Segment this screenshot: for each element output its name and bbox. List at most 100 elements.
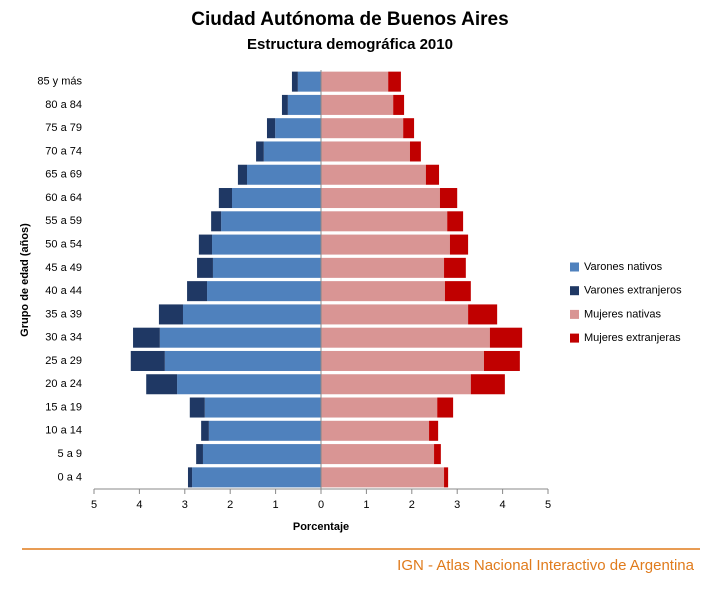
x-tick-label: 5 — [91, 499, 97, 511]
bar — [321, 234, 450, 255]
bar — [483, 350, 520, 371]
x-tick-label: 2 — [227, 499, 233, 511]
bar — [444, 281, 471, 302]
y-tick-label: 25 a 29 — [45, 355, 82, 367]
bar — [409, 141, 421, 162]
bar — [192, 467, 321, 488]
bar — [468, 304, 498, 325]
bar — [449, 234, 469, 255]
bar — [444, 257, 466, 278]
bar — [321, 350, 484, 371]
bar — [232, 188, 321, 209]
bar — [237, 164, 247, 185]
bar — [197, 257, 213, 278]
bar — [447, 211, 464, 232]
bar — [388, 71, 401, 92]
y-tick-label: 10 a 14 — [45, 425, 82, 437]
bar — [470, 374, 505, 395]
chart-title: Ciudad Autónoma de Buenos Aires — [191, 9, 508, 30]
bar — [321, 304, 469, 325]
chart-subtitle: Estructura demográfica 2010 — [247, 36, 453, 53]
bar — [187, 467, 193, 488]
bar — [189, 397, 205, 418]
y-tick-label: 30 a 34 — [45, 332, 82, 344]
legend-label: Varones extranjeros — [584, 285, 682, 297]
y-axis-title: Grupo de edad (años) — [19, 223, 31, 337]
x-tick-label: 5 — [545, 499, 551, 511]
bar — [393, 94, 405, 115]
bar — [321, 118, 404, 139]
bar — [321, 94, 394, 115]
bar — [208, 420, 321, 441]
bar — [321, 188, 440, 209]
bar — [321, 164, 426, 185]
bar — [159, 327, 321, 348]
bar — [439, 188, 458, 209]
bar — [321, 257, 445, 278]
bar — [177, 374, 321, 395]
y-tick-label: 85 y más — [37, 76, 82, 88]
bar — [246, 164, 321, 185]
bar — [403, 118, 415, 139]
bar — [321, 467, 445, 488]
bar — [204, 397, 321, 418]
legend-swatch — [570, 309, 579, 319]
x-axis-title: Porcentaje — [293, 521, 349, 533]
x-tick-label: 0 — [318, 499, 324, 511]
bar — [281, 94, 288, 115]
x-tick-label: 1 — [273, 499, 279, 511]
bar — [212, 234, 321, 255]
y-tick-label: 15 a 19 — [45, 401, 82, 413]
legend-swatch — [570, 286, 579, 296]
y-tick-label: 70 a 74 — [45, 145, 82, 157]
bar — [221, 211, 321, 232]
y-tick-label: 65 a 69 — [45, 169, 82, 181]
y-tick-label: 0 a 4 — [58, 471, 82, 483]
legend-swatch — [570, 333, 579, 343]
bar — [275, 118, 321, 139]
bar — [444, 467, 449, 488]
bar — [437, 397, 454, 418]
bar — [187, 281, 208, 302]
bar — [321, 327, 490, 348]
bar — [130, 350, 165, 371]
x-tick-label: 1 — [363, 499, 369, 511]
x-tick-label: 2 — [409, 499, 415, 511]
x-tick-label: 3 — [182, 499, 188, 511]
legend-label: Mujeres extranjeras — [584, 332, 681, 344]
bar — [164, 350, 321, 371]
x-tick-label: 4 — [136, 499, 142, 511]
bar — [263, 141, 321, 162]
bar — [287, 94, 321, 115]
bar — [425, 164, 440, 185]
bar — [196, 444, 203, 465]
y-tick-label: 60 a 64 — [45, 192, 82, 204]
y-tick-label: 55 a 59 — [45, 215, 82, 227]
y-tick-label: 5 a 9 — [58, 448, 82, 460]
bar — [321, 374, 471, 395]
bar — [146, 374, 178, 395]
bar — [489, 327, 523, 348]
bar — [256, 141, 264, 162]
bar — [321, 211, 448, 232]
legend-label: Mujeres nativas — [584, 308, 662, 320]
bar — [297, 71, 321, 92]
bar — [321, 281, 445, 302]
bar — [321, 444, 435, 465]
y-tick-label: 50 a 54 — [45, 238, 82, 250]
x-tick-label: 3 — [454, 499, 460, 511]
bar — [218, 188, 233, 209]
bar — [182, 304, 321, 325]
bar — [291, 71, 298, 92]
bar — [321, 397, 438, 418]
bar — [198, 234, 213, 255]
bar — [321, 141, 410, 162]
y-tick-label: 45 a 49 — [45, 262, 82, 274]
bar — [321, 71, 389, 92]
legend-swatch — [570, 262, 579, 272]
legend-label: Varones nativos — [584, 261, 663, 273]
bar — [434, 444, 441, 465]
bar — [207, 281, 321, 302]
x-tick-label: 4 — [500, 499, 506, 511]
